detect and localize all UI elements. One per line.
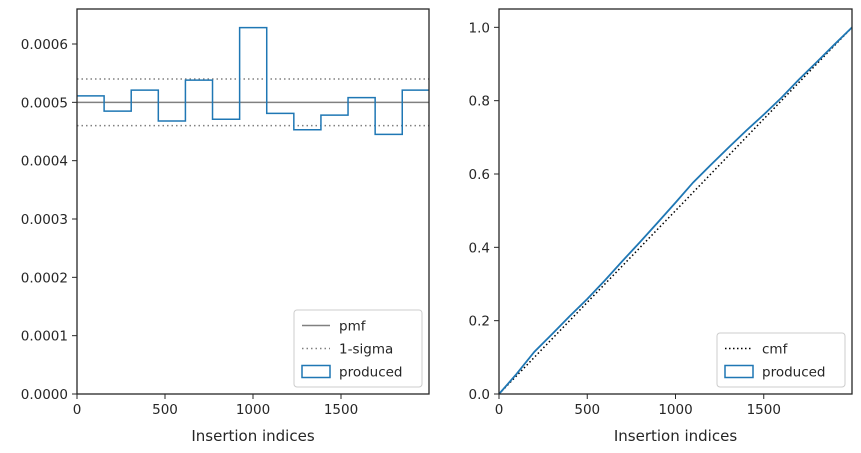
left-x-tick-label: 1500 [324,402,358,418]
left-legend-label-produced: produced [339,365,403,381]
left-legend-box [293,309,423,388]
right-x-axis-label: Insertion indices [614,427,737,445]
right-legend-label-produced: produced [762,365,826,381]
right-panel-cumulative: 0 500 1000 1500 0.0 0.2 0.4 0.6 0.8 1.0 Insertion … [469,8,853,445]
left-legend-label-1-sigma: 1-sigma [339,342,393,358]
right-legend-label-cmf: cmf [762,342,789,358]
right-x-tick-label: 0 [495,402,504,418]
produced-histogram-steps [77,26,429,136]
left-y-tick-label: 0.0005 [21,95,68,111]
right-x-tick-label: 1000 [658,402,692,418]
left-legend-label-pmf: pmf [339,319,367,335]
right-y-tick-label: 1.0 [469,20,490,36]
right-y-tick-label: 0.8 [469,94,490,110]
right-y-tick-label: 0.2 [469,314,490,330]
right-legend-box [716,332,846,388]
left-y-tick-label: 0.0003 [21,212,68,228]
right-legend-swatch-produced [724,364,754,379]
produced-cumulative-line [498,26,853,395]
left-legend-swatch-produced [301,364,331,379]
left-x-tick-label: 0 [73,402,82,418]
right-y-tick-label: 0.4 [469,240,490,256]
left-y-tick-label: 0.0004 [21,154,68,170]
left-y-tick-label: 0.0006 [21,37,68,53]
right-y-tick-label: 0.0 [469,387,490,403]
right-y-tick-label: 0.6 [469,167,490,183]
right-axes-frame [498,8,853,395]
left-y-tick-label: 0.0002 [21,270,68,286]
right-x-tick-label: 500 [574,402,600,418]
left-x-tick-label: 1000 [236,402,270,418]
left-x-axis-label: Insertion indices [191,427,314,445]
left-panel-histogram: 0 500 1000 1500 0.0000 0.0001 0.0002 0.0003 0.00… [21,8,430,445]
left-axes-frame [76,8,430,395]
right-x-tick-label: 1500 [747,402,781,418]
left-y-tick-label: 0.0000 [21,387,68,403]
cmf-line [498,26,853,395]
left-x-tick-label: 500 [152,402,178,418]
left-y-tick-label: 0.0001 [21,329,68,345]
